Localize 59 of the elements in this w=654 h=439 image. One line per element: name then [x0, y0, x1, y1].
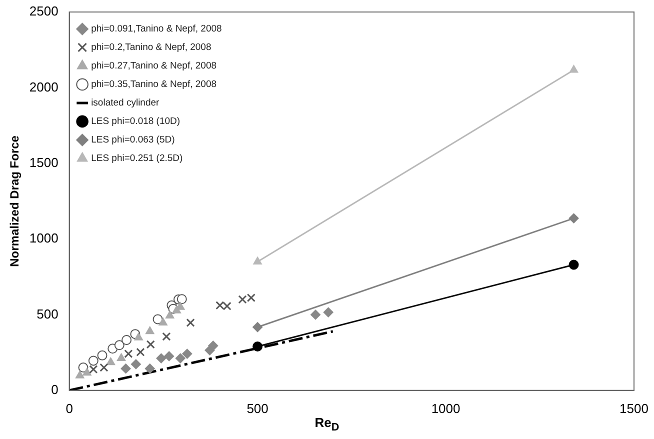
- y-axis-title: Normalized Drag Force: [8, 135, 22, 267]
- point: [145, 326, 154, 334]
- legend-label: phi=0.091,Tanino & Nepf, 2008: [91, 24, 222, 35]
- point: [146, 340, 155, 349]
- point: [568, 260, 579, 270]
- point: [238, 295, 247, 304]
- legend-label: LES phi=0.251 (2.5D): [91, 153, 183, 164]
- x-tick-label: 500: [246, 400, 268, 416]
- point: [106, 357, 116, 366]
- point: [97, 350, 108, 360]
- point: [144, 364, 155, 374]
- point: [176, 294, 187, 304]
- y-tick-label: 1500: [29, 154, 58, 170]
- x-tick-label: 1500: [620, 400, 648, 416]
- point: [116, 353, 126, 362]
- legend-label: isolated cylinder: [91, 98, 160, 109]
- point: [134, 332, 143, 340]
- point: [568, 213, 579, 224]
- point: [175, 353, 186, 364]
- point: [310, 310, 321, 320]
- point: [162, 332, 171, 341]
- legend-label: phi=0.35,Tanino & Nepf, 2008: [91, 79, 217, 90]
- point: [323, 307, 334, 318]
- point: [130, 359, 141, 370]
- point: [186, 318, 195, 328]
- point: [136, 348, 145, 356]
- point: [100, 363, 108, 372]
- point: [124, 349, 133, 358]
- point: [252, 342, 263, 352]
- point: [156, 353, 166, 364]
- legend-label: phi=0.27,Tanino & Nepf, 2008: [91, 60, 217, 72]
- y-tick-label: 500: [36, 306, 58, 322]
- point: [165, 310, 174, 319]
- x-tick-label: 0: [66, 400, 73, 416]
- point: [252, 322, 263, 332]
- point: [82, 368, 92, 376]
- y-tick-label: 1000: [29, 230, 58, 246]
- legend-label: phi=0.2,Tanino & Nepf, 2008: [91, 42, 212, 54]
- point: [208, 340, 218, 351]
- point: [122, 334, 132, 345]
- point: [88, 356, 98, 366]
- point: [246, 293, 256, 302]
- point: [164, 351, 174, 362]
- legend-label: LES phi=0.063 (5D): [91, 134, 175, 146]
- point: [152, 314, 163, 324]
- point: [158, 318, 168, 326]
- point: [216, 301, 224, 310]
- y-tick-label: 2000: [29, 79, 58, 94]
- point: [114, 340, 124, 350]
- y-tick-label: 2500: [29, 4, 58, 19]
- point: [89, 365, 98, 374]
- legend-label: LES phi=0.018 (10D): [91, 116, 180, 128]
- y-tick-label: 0: [51, 382, 58, 397]
- point: [75, 370, 84, 378]
- point: [222, 302, 232, 310]
- x-tick-label: 1000: [431, 400, 460, 416]
- point: [120, 364, 131, 374]
- point: [182, 348, 192, 359]
- x-axis-title: Re$_{D}$: [314, 415, 340, 434]
